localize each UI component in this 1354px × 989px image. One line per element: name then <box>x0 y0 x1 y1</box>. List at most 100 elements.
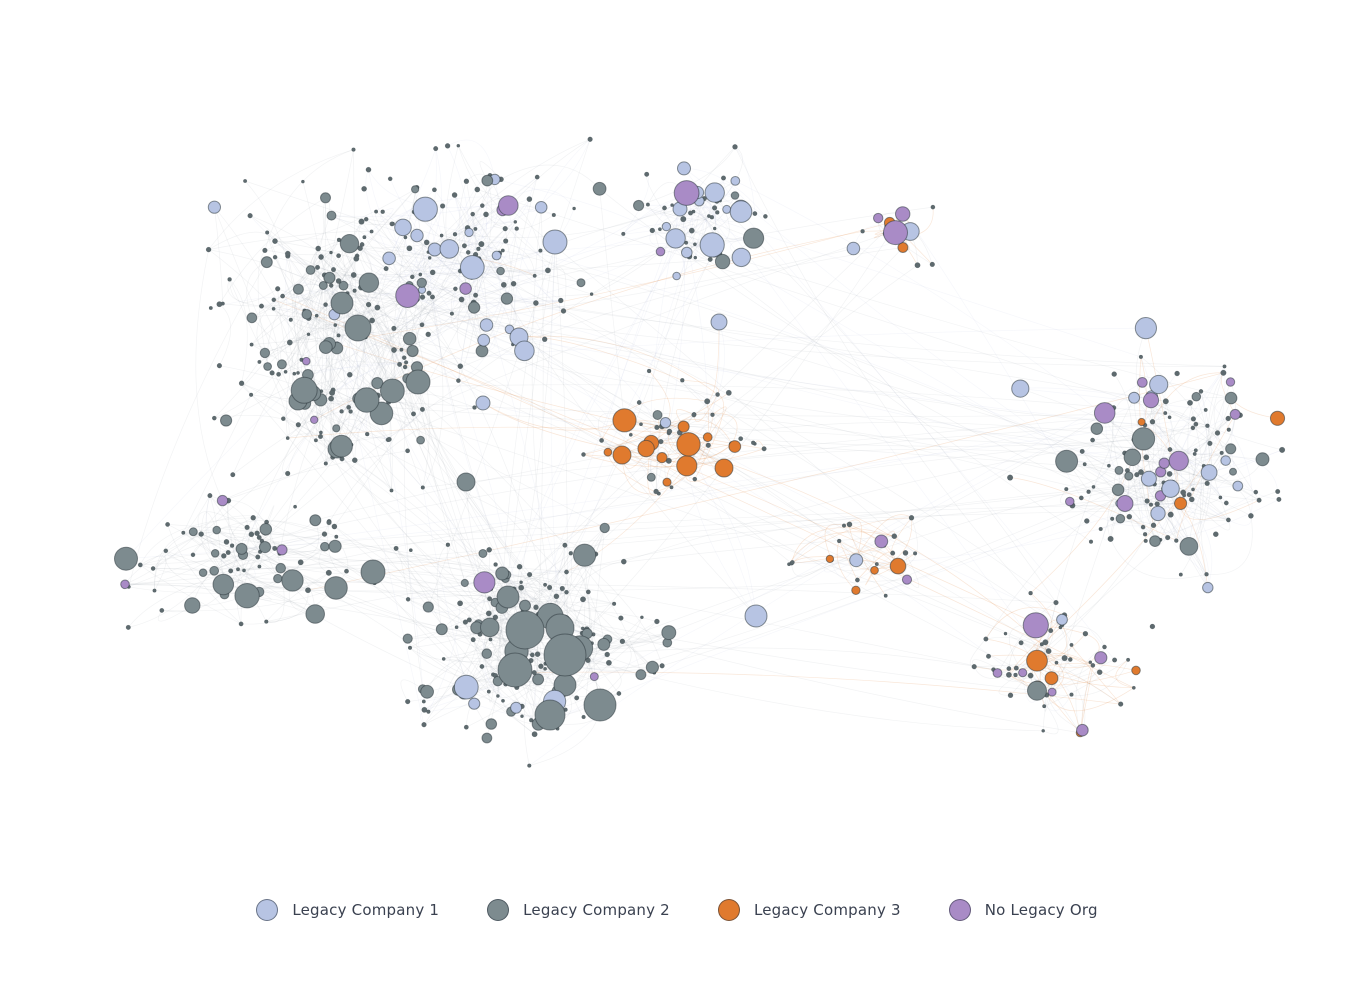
network-edge <box>485 214 500 272</box>
network-edge <box>307 362 400 376</box>
network-edge <box>243 481 1173 571</box>
network-node <box>275 562 287 574</box>
network-edge <box>361 221 456 290</box>
network-node <box>404 360 409 365</box>
network-node <box>573 543 597 567</box>
network-node <box>481 174 494 187</box>
network-edge <box>478 139 591 250</box>
network-node <box>286 339 293 346</box>
network-edge <box>1145 328 1181 504</box>
network-node <box>453 286 458 292</box>
network-node <box>1011 379 1030 398</box>
network-node <box>1110 516 1115 521</box>
network-edge <box>315 439 392 491</box>
network-edge <box>583 443 732 458</box>
network-edge <box>124 495 1161 585</box>
network-edge <box>266 572 329 622</box>
network-edge <box>395 548 553 712</box>
network-edge <box>519 202 702 567</box>
network-node <box>1166 471 1173 477</box>
network-node <box>583 688 617 722</box>
network-edge <box>391 223 459 381</box>
network-edge <box>360 233 456 249</box>
network-edge <box>1075 646 1105 733</box>
network-node <box>1041 729 1045 733</box>
network-node <box>1064 487 1069 492</box>
network-node <box>1123 448 1142 467</box>
network-edge <box>244 180 1256 493</box>
network-edge <box>266 590 309 622</box>
network-node <box>426 290 432 296</box>
network-node <box>257 564 262 569</box>
network-edge <box>391 223 453 314</box>
network-node <box>350 272 357 278</box>
network-node <box>1107 463 1111 468</box>
network-edge <box>458 181 485 341</box>
network-edge <box>417 296 437 301</box>
network-node <box>466 617 472 623</box>
network-node <box>198 568 208 578</box>
network-edge <box>216 529 1038 692</box>
network-node <box>1168 450 1189 471</box>
network-edge <box>393 194 455 329</box>
network-edge <box>1142 491 1256 533</box>
network-node <box>330 291 354 315</box>
network-node <box>654 424 660 430</box>
network-node <box>654 618 660 625</box>
network-edge <box>227 500 283 552</box>
network-edge <box>400 679 423 702</box>
network-node <box>1202 581 1214 594</box>
network-node <box>1269 410 1286 426</box>
network-edge <box>707 321 720 402</box>
network-edge <box>338 280 1229 521</box>
network-edge <box>649 230 704 249</box>
network-edge <box>1188 452 1222 547</box>
network-edge <box>287 253 359 399</box>
network-edge <box>315 448 647 521</box>
network-edge <box>441 235 1110 467</box>
network-node <box>580 596 586 603</box>
network-node <box>423 239 430 246</box>
network-node <box>238 621 244 627</box>
network-edge <box>1041 644 1086 731</box>
network-edge <box>1231 414 1279 500</box>
network-node <box>402 633 413 644</box>
network-node <box>420 485 425 490</box>
network-edge <box>428 603 461 712</box>
network-edge <box>210 296 335 315</box>
network-node <box>705 442 711 448</box>
network-node <box>519 580 523 584</box>
network-node <box>606 659 612 666</box>
network-node <box>1090 437 1095 443</box>
network-node <box>256 535 262 540</box>
network-edge <box>313 407 329 433</box>
network-edge <box>283 418 623 642</box>
network-node <box>481 732 493 744</box>
network-node <box>456 378 461 383</box>
network-edge <box>679 208 708 402</box>
network-node <box>930 204 936 210</box>
network-edge <box>1143 438 1209 588</box>
network-edge <box>197 511 248 535</box>
network-edge <box>1163 488 1213 588</box>
network-edge <box>493 221 516 230</box>
network-edge <box>754 443 1170 475</box>
network-edge <box>1141 438 1152 506</box>
network-edge <box>913 227 1082 499</box>
network-edge <box>734 195 1159 514</box>
network-edge <box>630 414 695 442</box>
network-edge <box>313 267 327 420</box>
network-edge <box>257 556 503 574</box>
network-node <box>248 531 255 538</box>
network-edge <box>1136 474 1209 588</box>
network-node <box>387 176 393 182</box>
network-edge <box>1020 387 1166 402</box>
network-edge <box>371 271 562 301</box>
network-node <box>559 585 565 592</box>
network-edge <box>689 447 757 617</box>
network-node <box>725 389 732 396</box>
network-node <box>597 637 611 651</box>
network-edge <box>792 517 912 563</box>
network-node <box>363 216 369 222</box>
network-edge <box>791 545 885 564</box>
